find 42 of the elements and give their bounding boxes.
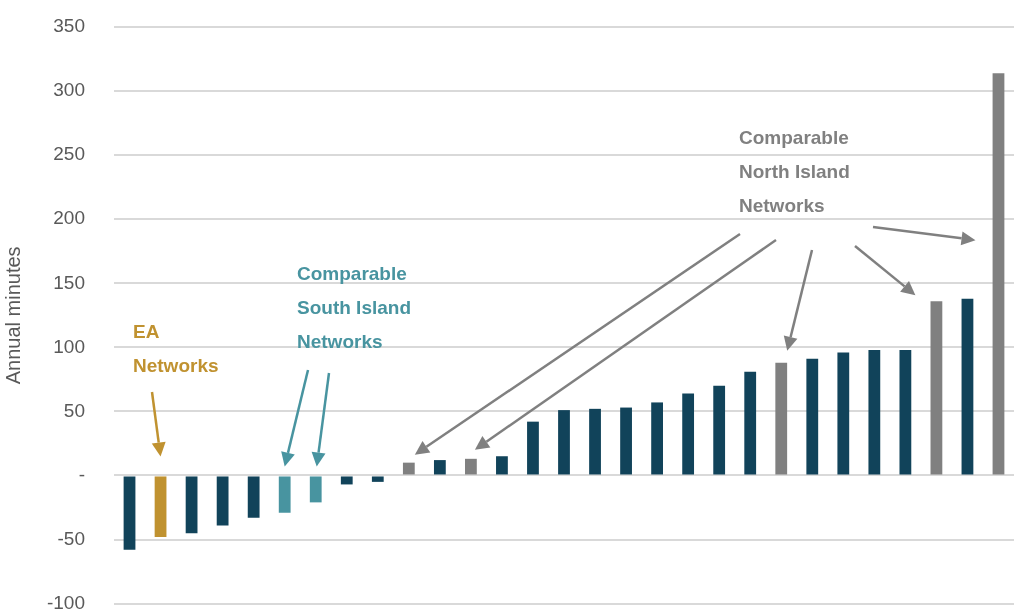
y-tick-label: 150 (53, 271, 85, 293)
bar (651, 402, 663, 475)
bar (744, 371, 757, 475)
y-tick-label: 350 (53, 15, 85, 37)
y-tick-label: -50 (57, 527, 85, 549)
bar (775, 362, 788, 475)
bar (309, 476, 322, 503)
bar (123, 476, 136, 550)
y-axis-title: Annual minutes (1, 246, 24, 385)
bar (527, 421, 539, 475)
y-tick-label: 100 (53, 335, 85, 357)
bar (589, 408, 601, 475)
annotation: Comparable North Island Networks (739, 126, 851, 218)
y-tick-label: 250 (53, 143, 85, 165)
bar (620, 407, 632, 475)
y-tick-label: 200 (53, 207, 85, 229)
bar (930, 301, 943, 475)
bar (465, 458, 477, 475)
y-tick-label: - (78, 463, 85, 485)
bar (961, 298, 974, 475)
bar (433, 460, 446, 475)
annotation: Comparable South Island Networks (297, 262, 412, 354)
bar (371, 476, 384, 482)
bar (402, 462, 415, 475)
y-tick-label: 50 (63, 399, 85, 421)
bar (682, 393, 695, 475)
y-tick-label: 300 (53, 79, 85, 101)
bar (899, 349, 912, 475)
annotation: EA Networks (133, 320, 220, 378)
bar (806, 358, 819, 475)
bar (340, 476, 353, 485)
bar (558, 410, 570, 475)
bar (837, 352, 850, 475)
bar (278, 476, 291, 513)
bar (868, 349, 881, 475)
bar (496, 456, 508, 475)
bar (247, 476, 260, 518)
bar (185, 476, 198, 534)
bar (216, 476, 229, 526)
bar (154, 476, 167, 537)
y-tick-label: -100 (46, 591, 85, 613)
bar (713, 385, 726, 475)
